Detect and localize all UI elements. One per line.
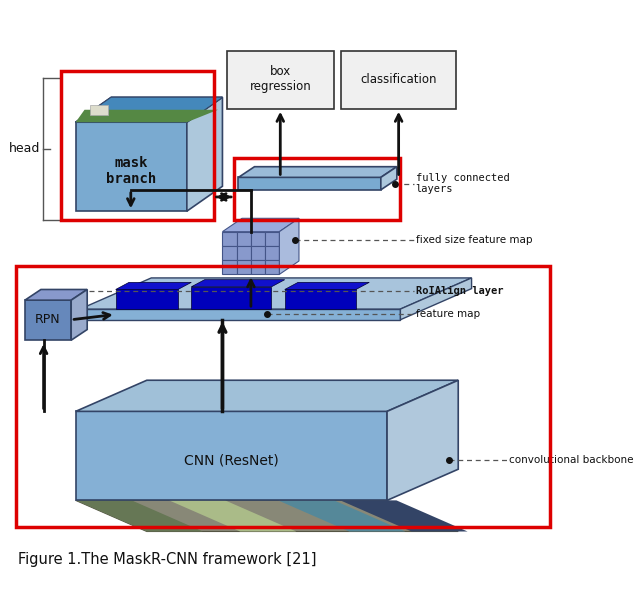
Polygon shape [237,260,251,274]
Bar [340,51,456,109]
Text: head: head [9,142,40,156]
Polygon shape [381,166,397,190]
Text: mask
branch: mask branch [106,156,156,186]
Bar [61,71,214,220]
Polygon shape [280,218,299,274]
Polygon shape [25,289,87,300]
Polygon shape [71,289,87,340]
Polygon shape [237,232,251,246]
Polygon shape [223,260,237,274]
Polygon shape [223,232,237,246]
Polygon shape [116,289,178,309]
Polygon shape [223,246,237,260]
Polygon shape [401,278,472,320]
Polygon shape [90,105,108,115]
Polygon shape [387,380,458,500]
Polygon shape [76,411,387,500]
Polygon shape [76,97,223,122]
Text: RoIAlign layer: RoIAlign layer [415,286,503,296]
Polygon shape [187,97,223,211]
Polygon shape [191,280,285,287]
Bar [227,51,333,109]
Polygon shape [191,287,271,309]
Text: feature map: feature map [415,309,479,320]
Polygon shape [239,177,381,190]
Polygon shape [76,500,458,531]
Polygon shape [251,232,265,246]
Text: classification: classification [360,73,437,86]
Polygon shape [285,289,356,309]
Polygon shape [169,500,296,531]
Polygon shape [80,309,401,320]
Polygon shape [116,282,191,289]
Polygon shape [265,232,280,246]
Polygon shape [223,218,299,232]
Bar [16,267,550,527]
Polygon shape [76,500,203,531]
Polygon shape [251,246,265,260]
Text: convolutional backbone: convolutional backbone [509,455,634,466]
Text: fixed size feature map: fixed size feature map [415,235,532,245]
Polygon shape [239,166,397,177]
Text: RPN: RPN [35,313,61,326]
Polygon shape [25,300,71,340]
Polygon shape [278,500,405,531]
Polygon shape [76,97,223,122]
Text: Figure 1.The MaskR-CNN framework [21]: Figure 1.The MaskR-CNN framework [21] [18,552,316,567]
Polygon shape [76,122,187,211]
Text: CNN (ResNet): CNN (ResNet) [184,453,278,467]
Polygon shape [76,380,458,411]
Polygon shape [76,110,218,122]
Polygon shape [251,260,265,274]
Text: fully connected
layers: fully connected layers [415,173,509,194]
Polygon shape [340,500,468,531]
Text: box
regression: box regression [250,66,311,93]
Polygon shape [76,97,223,122]
Bar [234,158,401,220]
Polygon shape [265,246,280,260]
Polygon shape [265,260,280,274]
Polygon shape [285,282,369,289]
Polygon shape [237,246,251,260]
Polygon shape [80,278,472,309]
